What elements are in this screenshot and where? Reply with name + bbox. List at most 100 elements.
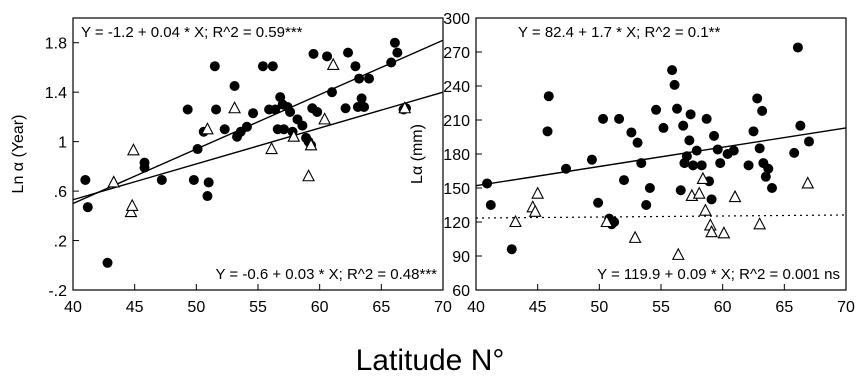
data-point-circle	[156, 174, 167, 185]
data-point-circle	[506, 244, 517, 255]
data-point-circle	[340, 103, 351, 114]
x-tick-label: 65	[372, 299, 390, 316]
data-point-circle	[102, 257, 113, 268]
y-axis-label: Ln α (Year)	[10, 115, 27, 194]
fit-lines	[475, 127, 847, 219]
data-point-circle	[267, 61, 278, 72]
data-point-circle	[709, 130, 720, 141]
data-point-circle	[188, 174, 199, 185]
data-point-circle	[322, 51, 333, 62]
data-point-circle	[804, 136, 814, 147]
data-point-circle	[598, 113, 609, 124]
data-point-triangle	[318, 112, 332, 125]
data-point-triangle	[302, 169, 315, 182]
data-point-circle	[754, 143, 765, 154]
axis-ticks: 40 45 50 55 60 65 70 60 90 120 150 180 210 240 270 300	[443, 11, 855, 316]
data-point-circle	[192, 144, 203, 155]
data-point-circle	[586, 154, 597, 165]
data-point-triangle	[228, 101, 241, 114]
fit-lines	[72, 39, 444, 205]
data-point-circle	[715, 158, 726, 169]
data-point-circle	[389, 37, 400, 48]
data-point-triangle	[326, 57, 340, 71]
y-tick-label: 1	[58, 135, 67, 152]
data-point-circle	[678, 120, 689, 131]
data-point-circle	[257, 61, 268, 72]
data-point-circle	[757, 105, 768, 116]
data-point-circle	[669, 79, 680, 90]
data-point-triangle	[728, 189, 742, 203]
data-point-circle	[763, 163, 774, 174]
data-point-circle	[672, 103, 683, 114]
data-point-circle	[350, 61, 361, 72]
data-points	[80, 37, 412, 268]
data-point-triangle	[125, 198, 139, 211]
data-point-circle	[542, 126, 553, 137]
data-point-circle	[354, 73, 365, 84]
data-point-circle	[182, 104, 193, 115]
data-point-circle	[327, 87, 337, 98]
x-tick-label: 55	[249, 299, 267, 316]
y-axis-label: Lα (mm)	[409, 124, 426, 184]
annotation-bottom: Y = 119.9 + 0.09 * X; R^2 = 0.001 ns	[597, 266, 840, 283]
y-tick-label: 300	[443, 11, 470, 28]
data-point-triangle	[124, 204, 138, 218]
data-point-circle	[82, 202, 93, 213]
data-point-triangle	[705, 225, 718, 238]
shared-x-axis-label: Latitude N°	[356, 344, 505, 377]
data-point-circle	[359, 102, 370, 113]
data-point-circle	[297, 120, 308, 131]
y-tick-label: 210	[443, 113, 470, 130]
data-point-circle	[752, 93, 763, 104]
data-point-triangle	[304, 138, 318, 151]
data-point-circle	[343, 47, 354, 58]
y-tick-label: 150	[443, 181, 470, 198]
data-point-circle	[80, 174, 91, 185]
data-point-triangle	[509, 214, 522, 228]
data-point-circle	[658, 122, 669, 133]
y-tick-label: -.2	[48, 283, 67, 300]
data-point-triangle	[801, 176, 815, 189]
data-point-triangle	[696, 171, 710, 184]
x-tick-label: 45	[126, 299, 144, 316]
data-point-circle	[308, 48, 319, 59]
data-point-triangle	[600, 214, 614, 228]
data-point-circle	[701, 113, 712, 124]
x-tick-label: 70	[837, 299, 855, 316]
data-point-circle	[651, 104, 662, 115]
regression-line	[475, 127, 847, 187]
data-point-circle	[593, 197, 604, 208]
y-tick-label: 60	[452, 283, 470, 300]
annotation-top: Y = 82.4 + 1.7 * X; R^2 = 0.1**	[518, 24, 720, 41]
data-point-triangle	[107, 175, 121, 188]
y-tick-label: 90	[452, 249, 470, 266]
data-point-circle	[386, 57, 397, 68]
data-point-circle	[743, 160, 754, 171]
y-tick-label: 1.4	[45, 85, 67, 102]
y-tick-label: .2	[54, 234, 67, 251]
data-point-circle	[667, 65, 678, 76]
data-point-triangle	[717, 226, 731, 239]
x-tick-label: 50	[187, 299, 205, 316]
left-panel-ln-alpha-year: Ln α (Year) Y = -1.2 + 0.04 * X; R^2 = 0…	[10, 17, 452, 316]
data-point-circle	[626, 127, 637, 138]
data-point-triangle	[265, 141, 278, 155]
data-point-circle	[728, 145, 739, 156]
data-point-circle	[712, 144, 723, 155]
data-point-circle	[312, 106, 323, 117]
data-point-circle	[543, 91, 554, 102]
data-point-triangle	[287, 129, 301, 142]
regression-line-dotted	[475, 214, 847, 219]
data-point-circle	[685, 109, 696, 120]
data-point-circle	[270, 104, 281, 115]
data-point-circle	[139, 162, 150, 173]
data-point-circle	[681, 151, 692, 162]
data-point-circle	[614, 113, 625, 124]
data-point-triangle	[201, 122, 214, 135]
y-tick-label: .6	[54, 184, 67, 201]
axis-ticks: 40 45 50 55 60 65 70 -.2 .2 .6 1 1.4 1.8	[45, 36, 452, 316]
data-point-circle	[203, 177, 214, 188]
right-panel-l-alpha-mm: Lα (mm) Y = 82.4 + 1.7 * X; R^2 = 0.1** …	[409, 11, 855, 316]
data-point-circle	[792, 42, 803, 53]
